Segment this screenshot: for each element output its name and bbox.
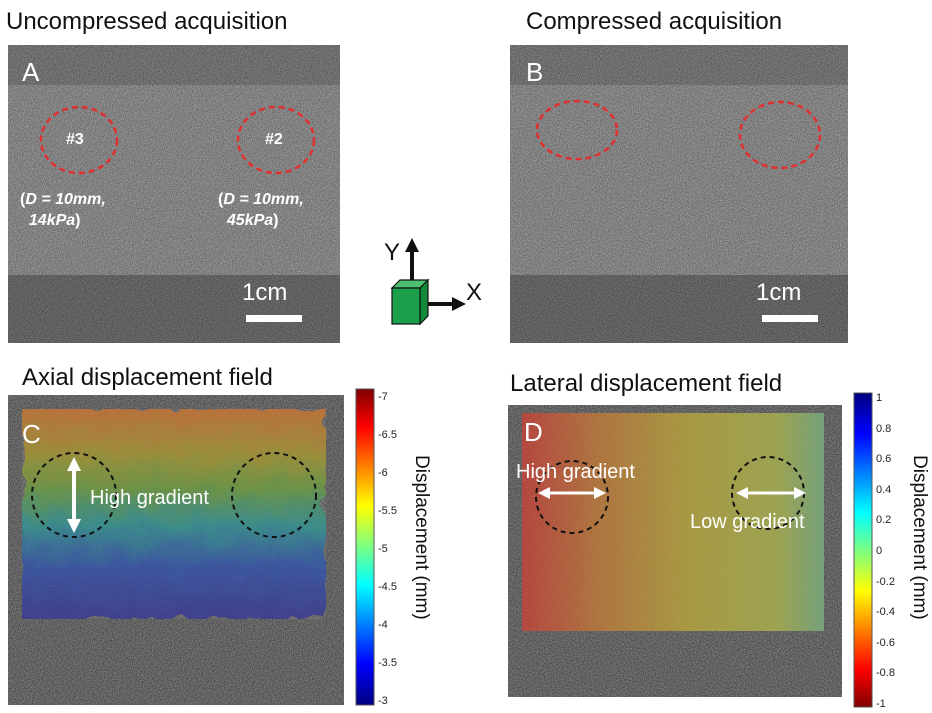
panel-d-lateral-field: D High gradient Low gradient	[508, 405, 842, 697]
panel-c-axial-field: C High gradient	[8, 395, 344, 705]
scale-bar-a	[246, 315, 302, 322]
scale-label-b: 1cm	[756, 279, 802, 306]
colorbar-lateral-tick: -0.8	[876, 667, 895, 680]
lateral-annotation-right: Low gradient	[690, 511, 805, 533]
colorbar-lateral-label: Displacement (mm)	[909, 455, 930, 620]
colorbar-axial-tick: -6.5	[378, 429, 397, 441]
lateral-annotation-left: High gradient	[516, 461, 635, 483]
inclusion-2-circle	[236, 105, 316, 175]
lateral-region-left	[535, 460, 609, 534]
scale-label-a: 1cm	[242, 279, 288, 306]
colorbar-axial-tick: -3.5	[378, 657, 397, 669]
title-uncompressed: Uncompressed acquisition	[6, 8, 288, 35]
inclusion-3-circle	[39, 105, 119, 175]
inclusion-3-desc: (D = 10mm, 14kPa)	[20, 191, 106, 229]
colorbar-axial-label: Displacement (mm)	[411, 455, 432, 620]
colorbar-axial-tick: -4.5	[378, 581, 397, 593]
colorbar-lateral-tick: 1	[876, 392, 883, 404]
inclusion-2-id: #2	[265, 131, 283, 148]
colorbar-axial-tick: -7	[378, 391, 388, 403]
panel-a-label: A	[22, 57, 40, 87]
colorbar-lateral-tick: 0.8	[876, 422, 892, 435]
colorbar-lateral-tick: 0.6	[876, 453, 892, 466]
title-compressed: Compressed acquisition	[526, 8, 783, 35]
inclusion-3-id: #3	[66, 131, 84, 148]
colorbar-lateral-tick: 0.4	[876, 483, 892, 496]
axial-region-right	[231, 452, 317, 538]
colorbar-lateral-tick: 0.2	[876, 514, 892, 527]
colorbar-axial-tick: -5.5	[378, 505, 397, 517]
colorbar-axial-tick: -3	[378, 695, 388, 707]
colorbar-lateral-tick: -0.4	[876, 606, 895, 619]
colorbar-lateral-tick: -0.2	[876, 575, 895, 588]
colorbar-axial-tick: -4	[378, 619, 388, 631]
x-axis-label: X	[466, 279, 482, 306]
title-lateral: Lateral displacement field	[510, 370, 783, 397]
colorbar-lateral-tick: 0	[876, 545, 883, 557]
colorbar-axial-tick: -5	[378, 543, 388, 555]
panel-d-label: D	[524, 417, 543, 447]
axial-annotation: High gradient	[90, 487, 209, 509]
panel-b-ultrasound: B 1cm	[510, 45, 848, 343]
compressed-inclusion-right	[738, 100, 822, 170]
inclusion-2-desc: (D = 10mm, 45kPa)	[218, 191, 304, 229]
colorbar-axial-tick: -6	[378, 467, 388, 479]
colorbar-lateral	[853, 392, 873, 708]
colorbar-lateral-tick: -1	[876, 698, 886, 710]
y-axis-label: Y	[384, 239, 400, 266]
compressed-inclusion-left	[535, 99, 619, 161]
panel-a-ultrasound: A #3 #2 (D = 10mm, 14kPa) (D = 10mm, 45k…	[8, 45, 340, 343]
axial-region-left	[31, 452, 117, 538]
panel-b-label: B	[526, 57, 544, 87]
title-axial: Axial displacement field	[22, 364, 273, 391]
xyz-axes-icon: Y X	[384, 238, 482, 326]
colorbar-axial	[355, 388, 375, 706]
scale-bar-b	[762, 315, 818, 322]
panel-c-label: C	[22, 419, 41, 449]
colorbar-lateral-tick: -0.6	[876, 636, 895, 649]
